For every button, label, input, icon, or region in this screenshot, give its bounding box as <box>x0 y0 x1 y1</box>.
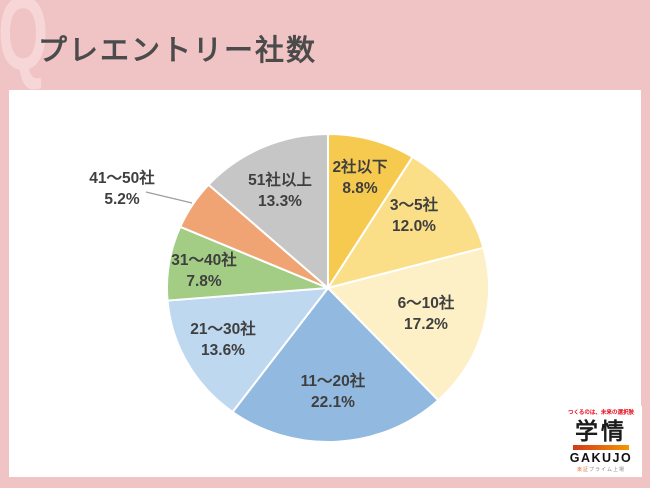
pie-label-value-5: 7.8% <box>186 273 222 290</box>
pie-slice-7 <box>207 133 329 289</box>
leader-line-6 <box>145 191 193 204</box>
pie-label-name-2: 6〜10社 <box>398 293 455 312</box>
logo-gradient-bar <box>573 445 629 450</box>
pie-label-name-3: 11〜20社 <box>301 371 366 390</box>
logo-brand-name: GAKUJO <box>569 451 633 465</box>
pie-label-value-1: 12.0% <box>392 218 436 235</box>
pie-slice-2 <box>327 246 490 402</box>
pie-label-value-7: 13.3% <box>258 193 302 210</box>
pie-label-name-7: 51社以上 <box>248 170 312 189</box>
pie-label-value-6: 5.2% <box>104 191 140 208</box>
pie-label-value-4: 13.6% <box>201 342 245 359</box>
pie-label-name-1: 3〜5社 <box>390 195 439 214</box>
pie-slice-1 <box>327 155 485 289</box>
pie-label-name-4: 21〜30社 <box>190 319 256 338</box>
pie-slice-0 <box>327 133 414 289</box>
pie-label-value-2: 17.2% <box>404 316 448 333</box>
pie-label-name-5: 31〜40社 <box>171 250 237 269</box>
pie-label-value-0: 8.8% <box>342 180 378 197</box>
pie-label-value-3: 22.1% <box>311 394 355 411</box>
q-watermark-text: Q <box>0 0 49 92</box>
logo-tagline: つくるのは、未来の選択肢 <box>568 410 634 416</box>
logo-listing-text: プライム上場 <box>589 467 625 473</box>
pie-label-name-6: 41〜50社 <box>89 168 155 187</box>
gakujo-logo: つくるのは、未来の選択肢 学情 GAKUJO 東証プライム上場 <box>560 406 642 477</box>
logo-brand-kanji: 学情 <box>575 418 627 444</box>
logo-listing-line: 東証プライム上場 <box>577 467 625 473</box>
pie-slice-3 <box>231 287 440 443</box>
page-title: プレエントリー社数 <box>38 35 318 67</box>
logo-listing-prefix: 東証 <box>577 467 590 473</box>
pie-slice-4 <box>166 287 329 414</box>
pie-label-name-0: 2社以下 <box>332 157 387 176</box>
